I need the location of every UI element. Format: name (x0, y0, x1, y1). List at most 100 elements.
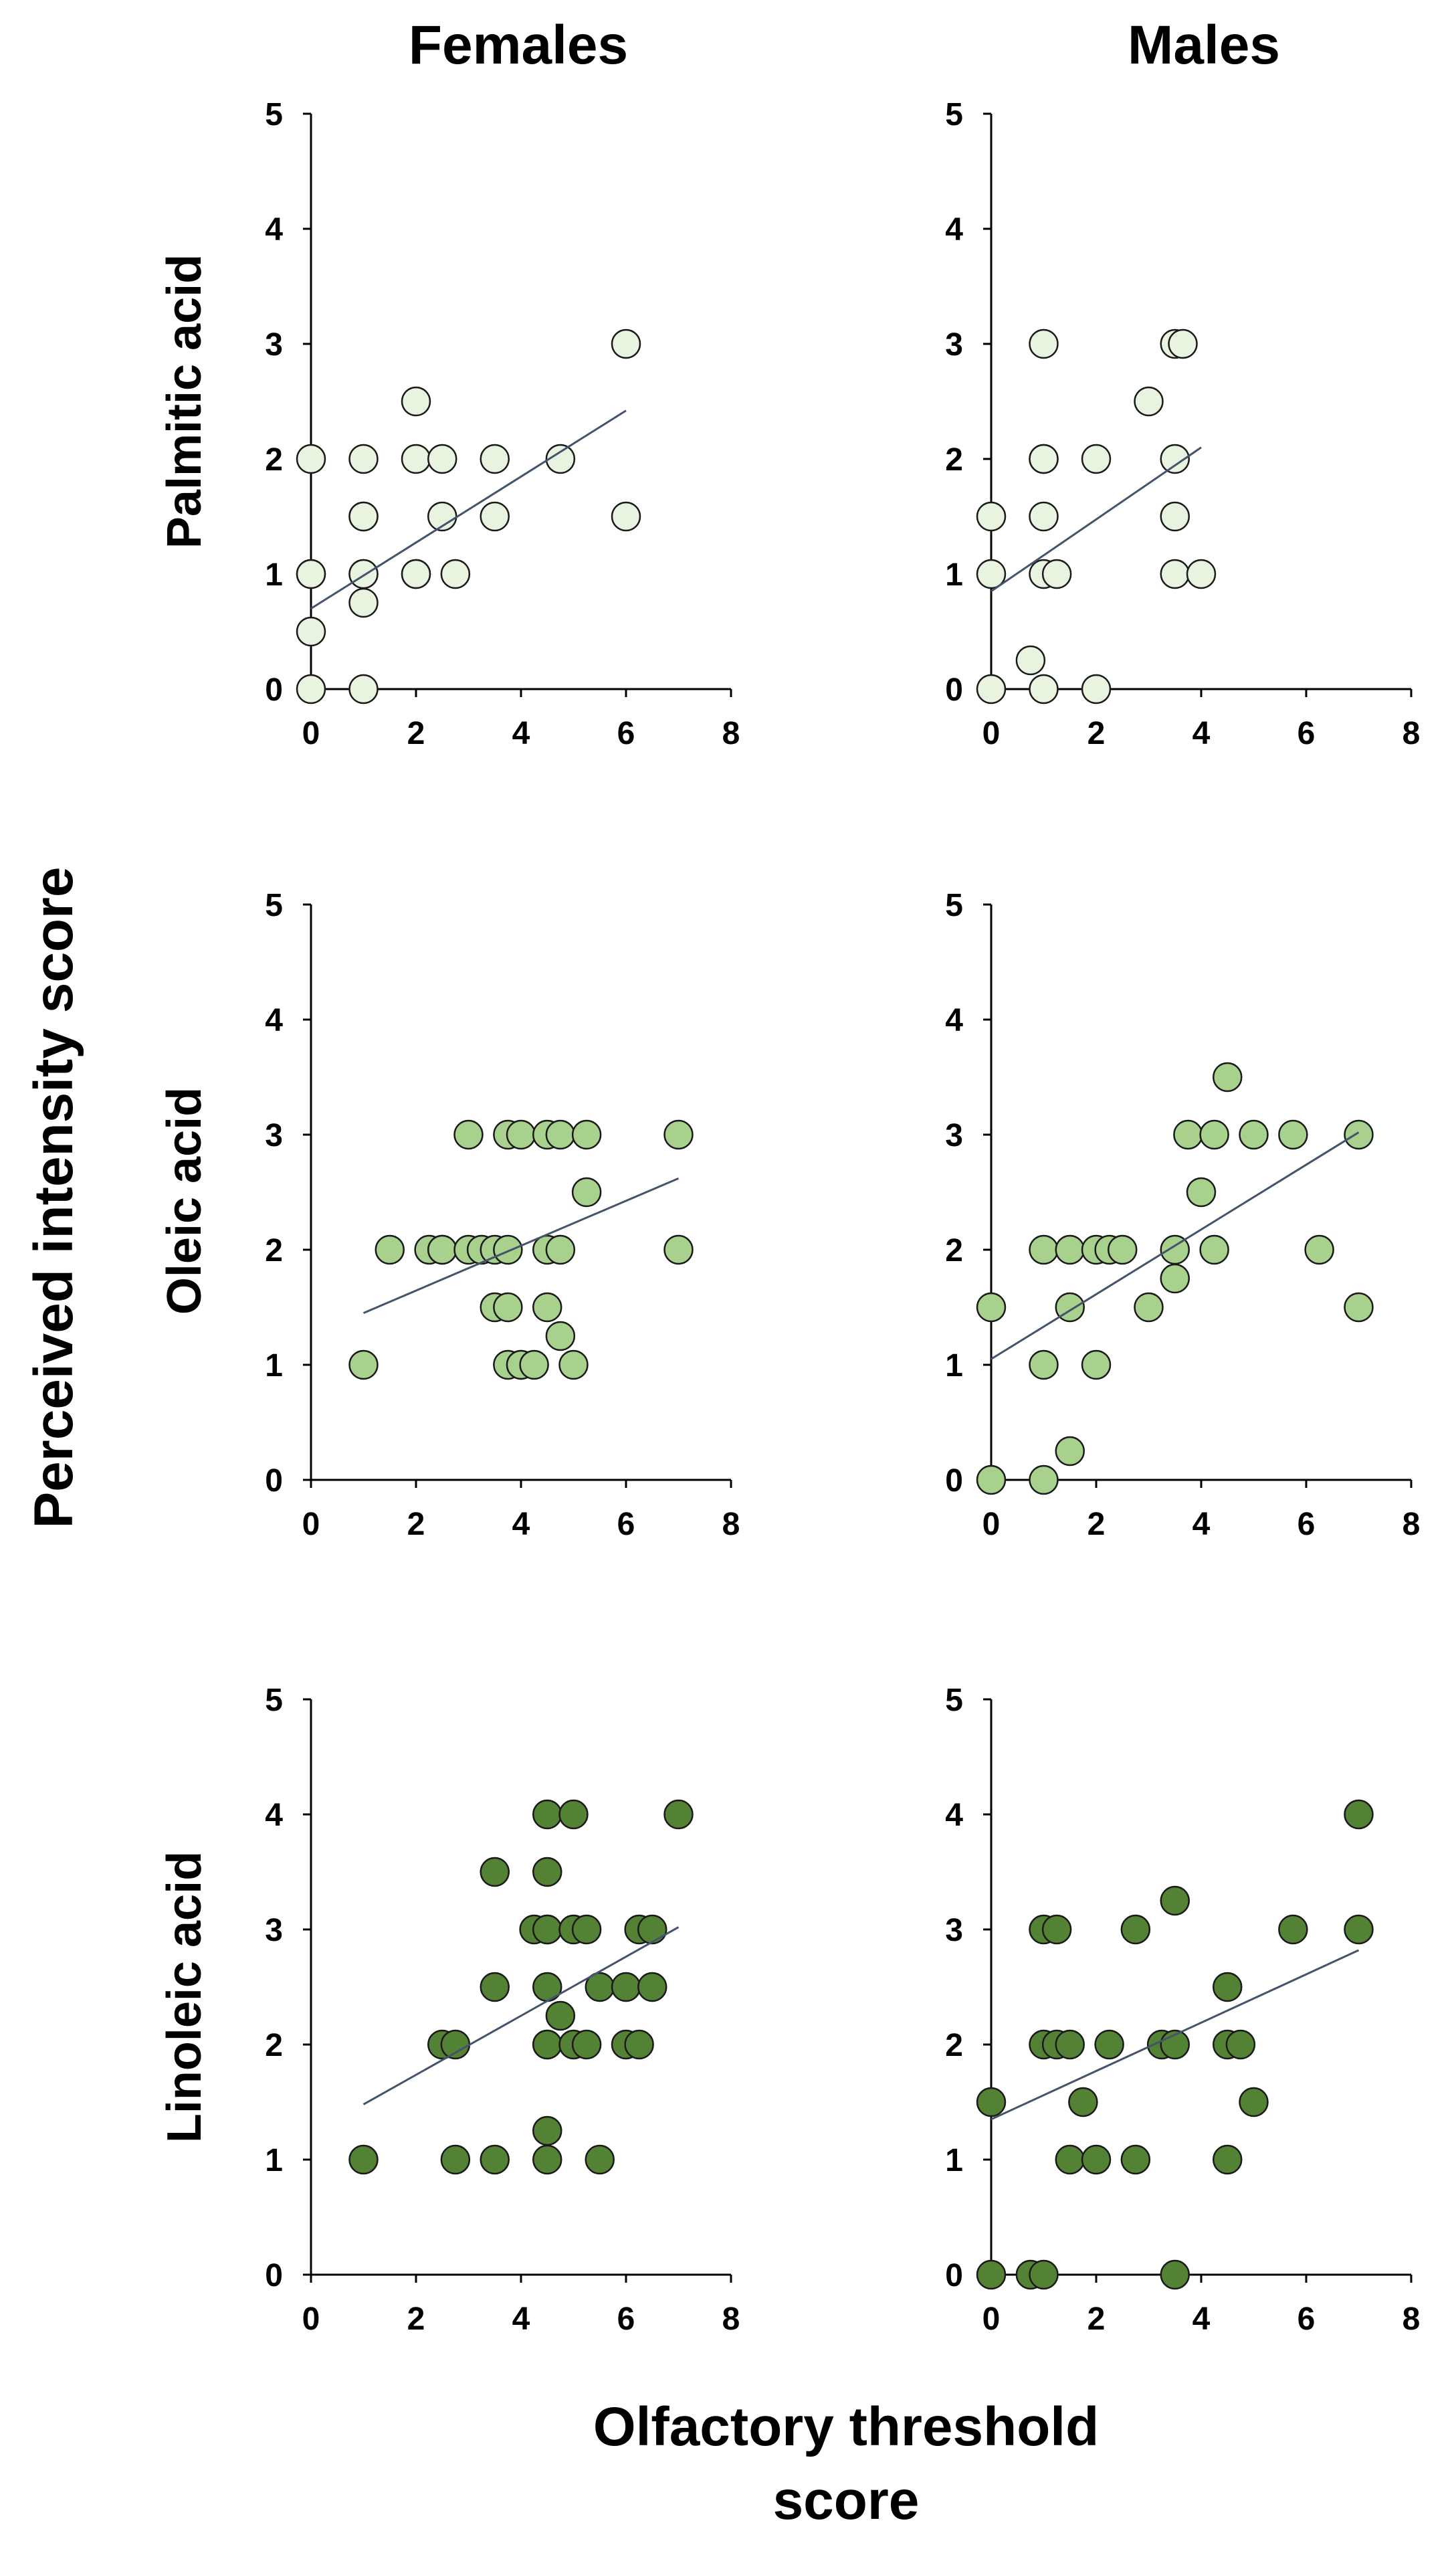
data-point (545, 444, 576, 474)
x-tick-label: 2 (1087, 1507, 1106, 1542)
data-point (976, 501, 1007, 532)
x-tick-label: 2 (1087, 716, 1106, 751)
data-point (1081, 674, 1112, 704)
data-point (427, 444, 457, 474)
data-point (1029, 1234, 1059, 1265)
data-point (1081, 444, 1112, 474)
y-tick-label: 2 (265, 1233, 283, 1268)
data-point (296, 616, 326, 647)
y-tick-label: 4 (945, 1003, 963, 1038)
x-tick-label: 4 (512, 2301, 530, 2337)
x-tick-label: 0 (302, 716, 320, 751)
data-point (1029, 674, 1059, 704)
data-point (1015, 645, 1046, 676)
y-tick-label: 1 (945, 557, 963, 593)
x-tick-label: 6 (1297, 2301, 1316, 2337)
x-tick-label: 2 (407, 1507, 425, 1542)
data-point (532, 1914, 562, 1945)
column-title-females: Females (409, 15, 628, 76)
data-point (663, 1234, 694, 1265)
data-point (427, 1234, 457, 1265)
x-tick-label: 8 (722, 716, 740, 751)
data-point (401, 386, 431, 417)
data-point (1120, 2144, 1151, 2175)
row-label-linoleic: Linoleic acid (158, 1851, 211, 2143)
y-tick-label: 2 (945, 2028, 963, 2063)
panel-linoleic-females: 0 1 2 3 4 5 0 2 4 6 8 (265, 1683, 740, 2337)
data-point (571, 1914, 602, 1945)
y-tick-label: 5 (265, 1683, 283, 1718)
data-point (532, 2115, 562, 2146)
y-tick-label: 1 (945, 1348, 963, 1384)
data-point (611, 501, 641, 532)
data-point (1134, 386, 1164, 417)
y-tick-label: 3 (265, 1913, 283, 1948)
data-point (348, 501, 379, 532)
data-point (1029, 1349, 1059, 1380)
data-point (401, 444, 431, 474)
trendline (991, 1949, 1360, 2121)
data-point (545, 1119, 576, 1150)
x-tick-label: 4 (1192, 1507, 1211, 1542)
data-point (976, 1292, 1007, 1323)
y-tick-label: 2 (265, 442, 283, 478)
data-point (1199, 1234, 1229, 1265)
data-point (1055, 2029, 1085, 2060)
data-point (1081, 1349, 1112, 1380)
x-tick-label: 0 (302, 2301, 320, 2337)
y-tick-label: 2 (945, 1233, 963, 1268)
y-tick-label: 0 (945, 672, 963, 708)
data-point (545, 2000, 576, 2031)
data-point (1134, 1292, 1164, 1323)
data-point (296, 559, 326, 589)
trendline (991, 1131, 1360, 1360)
y-tick-label: 3 (945, 1913, 963, 1948)
data-point (585, 2144, 615, 2175)
y-tick-label: 3 (265, 327, 283, 363)
data-point (1186, 1177, 1217, 1208)
data-point (296, 674, 326, 704)
data-point (348, 1349, 379, 1380)
data-point (1041, 559, 1072, 589)
data-point (375, 1234, 405, 1265)
data-point (1199, 1119, 1229, 1150)
x-tick-label: 8 (722, 2301, 740, 2337)
x-tick-label: 0 (302, 1507, 320, 1542)
data-point (611, 1972, 641, 2002)
trendline (362, 1926, 680, 2105)
data-point (1160, 501, 1190, 532)
row-label-oleic: Oleic acid (158, 1087, 211, 1315)
data-point (480, 444, 510, 474)
data-point (532, 1799, 562, 1830)
y-tick-label: 4 (265, 212, 283, 248)
y-tick-label: 1 (265, 557, 283, 593)
data-point (519, 1349, 549, 1380)
data-point (348, 2144, 379, 2175)
data-point (348, 559, 379, 589)
data-point (1160, 1263, 1190, 1294)
data-point (1055, 2144, 1085, 2175)
data-point (480, 1972, 510, 2002)
data-point (545, 1321, 576, 1351)
x-tick-label: 6 (617, 716, 635, 751)
data-point (637, 1914, 667, 1945)
data-point (1344, 1799, 1374, 1830)
x-tick-label: 0 (982, 716, 1001, 751)
data-point (1239, 2087, 1269, 2117)
panel-oleic-males: 0 1 2 3 4 5 0 2 4 6 8 (945, 888, 1420, 1542)
x-tick-label: 8 (1402, 716, 1421, 751)
data-point (440, 2029, 471, 2060)
y-tick-label: 1 (265, 2143, 283, 2178)
data-point (453, 1119, 484, 1150)
x-tick-label: 8 (722, 1507, 740, 1542)
y-axis-title: Perceived intensity score (23, 866, 84, 1528)
trendline (991, 446, 1202, 593)
data-point (1239, 1119, 1269, 1150)
data-point (348, 444, 379, 474)
x-tick-label: 6 (617, 1507, 635, 1542)
row-label-palmitic: Palmitic acid (158, 254, 211, 549)
x-tick-label: 2 (407, 716, 425, 751)
x-axis-title-line2: score (773, 2470, 920, 2531)
x-tick-label: 6 (1297, 716, 1316, 751)
